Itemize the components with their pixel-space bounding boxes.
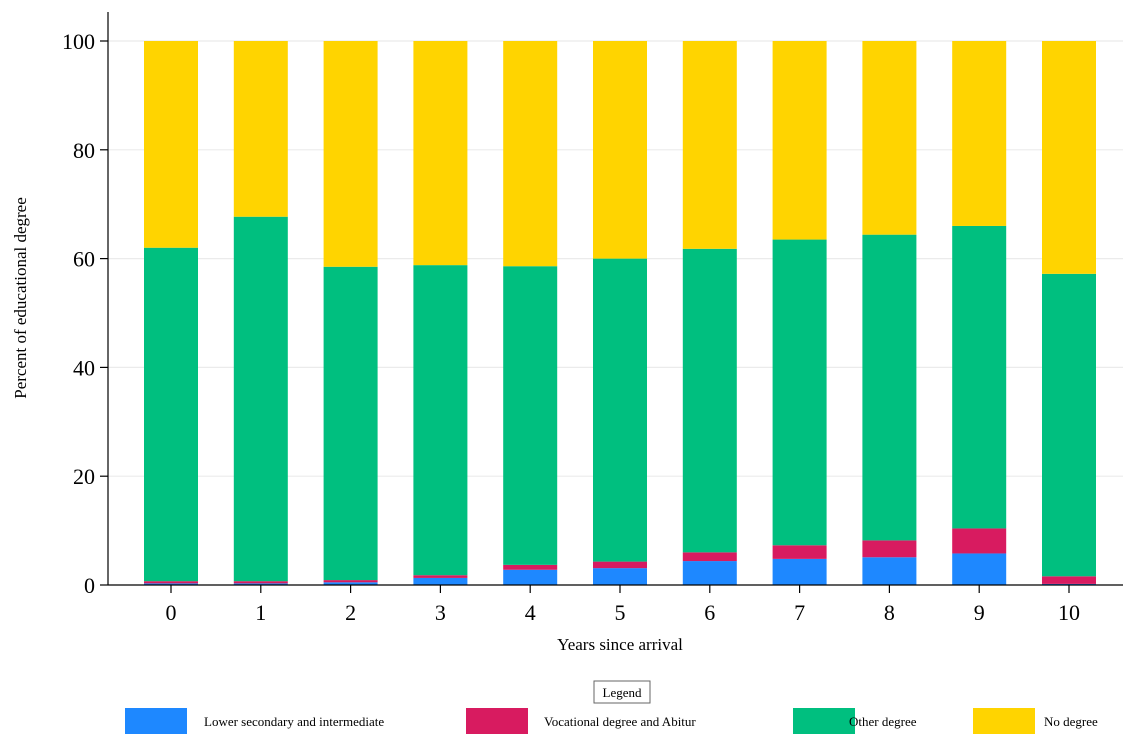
bar-segment	[862, 234, 917, 541]
y-tick-label: 0	[84, 573, 95, 598]
bar-stack	[593, 41, 647, 585]
bar-segment	[772, 239, 827, 546]
x-tick-label: 7	[794, 600, 805, 625]
bar-segment	[323, 582, 378, 585]
x-tick-label: 3	[435, 600, 446, 625]
bar-segment	[772, 41, 827, 240]
bar-stack	[1042, 41, 1096, 585]
bar-segment	[862, 540, 917, 558]
bar-segment	[1042, 576, 1096, 584]
bar-segment	[144, 247, 198, 582]
bar-segment	[862, 41, 917, 235]
bar-stack	[772, 41, 827, 585]
x-tick-label: 2	[345, 600, 356, 625]
x-tick-label: 6	[704, 600, 715, 625]
bar-segment	[503, 266, 558, 565]
legend-swatch	[125, 708, 187, 734]
bar-segment	[593, 561, 647, 569]
legend-swatch	[466, 708, 528, 734]
bar-stack	[862, 41, 917, 585]
legend-label: No degree	[1044, 714, 1098, 729]
bar-segment	[233, 583, 288, 585]
x-tick-label: 0	[166, 600, 177, 625]
x-tick-label: 9	[974, 600, 985, 625]
bar-segment	[233, 216, 288, 582]
bar-segment	[503, 569, 558, 585]
legend-label: Other degree	[849, 714, 917, 729]
bar-segment	[1042, 41, 1096, 274]
legend-items: Lower secondary and intermediate Vocation…	[125, 708, 1098, 734]
bar-segment	[682, 41, 737, 249]
bar-segment	[144, 583, 198, 585]
legend-title-box	[593, 680, 651, 704]
legend-title: Legend	[603, 685, 642, 700]
bar-segment	[323, 41, 378, 267]
bar-segment	[682, 561, 737, 585]
bar-segment	[952, 553, 1007, 585]
bar-segment	[503, 41, 558, 267]
bar-stack	[503, 41, 558, 585]
bar-segment	[233, 581, 288, 584]
y-tick-label: 20	[73, 464, 95, 489]
bar-segment	[144, 41, 198, 248]
bar-stack	[144, 41, 198, 585]
x-tick-label: 4	[525, 600, 536, 625]
x-tick-label: 8	[884, 600, 895, 625]
bar-segment	[952, 41, 1007, 226]
legend-label: Lower secondary and intermediate	[204, 714, 384, 729]
bar-segment	[772, 558, 827, 585]
tick-labels: 0 20 40 60 80 100 0 1 2 3 4 5 6 7 8 9 10	[62, 29, 1080, 625]
bar-stack	[682, 41, 737, 585]
bar-segment	[593, 568, 647, 585]
bar-segment	[952, 225, 1007, 529]
bar-segment	[323, 580, 378, 583]
x-tick-label: 1	[255, 600, 266, 625]
bar-segment	[772, 545, 827, 559]
y-tick-label: 60	[73, 247, 95, 272]
legend-swatch	[973, 708, 1035, 734]
x-tick-label: 10	[1058, 600, 1080, 625]
bar-segment	[682, 248, 737, 553]
x-tick-label: 5	[615, 600, 626, 625]
bar-segment	[413, 265, 468, 576]
y-axis-title: Percent of educational degree	[11, 197, 30, 399]
legend-label: Vocational degree and Abitur	[544, 714, 696, 729]
bar-segment	[593, 258, 647, 562]
bar-stack	[952, 41, 1007, 585]
bar-stack	[323, 41, 378, 585]
y-tick-label: 100	[62, 29, 95, 54]
legend: Legend Lower secondary and intermediate V…	[125, 680, 1098, 734]
bar-segment	[413, 575, 468, 578]
axes	[107, 12, 1123, 586]
y-tick-label: 40	[73, 355, 95, 380]
bar-stacks	[144, 41, 1096, 585]
y-tick-label: 80	[73, 138, 95, 163]
x-axis-title: Years since arrival	[557, 635, 683, 654]
bar-segment	[862, 557, 917, 585]
bar-segment	[682, 552, 737, 562]
legend-swatch	[793, 708, 855, 734]
bar-segment	[503, 564, 558, 570]
bar-segment	[144, 581, 198, 584]
bar-segment	[413, 577, 468, 585]
bar-segment	[413, 41, 468, 266]
bar-segment	[952, 528, 1007, 554]
bar-segment	[233, 41, 288, 217]
bar-segment	[323, 266, 378, 581]
bar-stack	[233, 41, 288, 585]
bar-segment	[1042, 273, 1096, 577]
bar-stack	[413, 41, 468, 585]
bar-segment	[593, 41, 647, 259]
